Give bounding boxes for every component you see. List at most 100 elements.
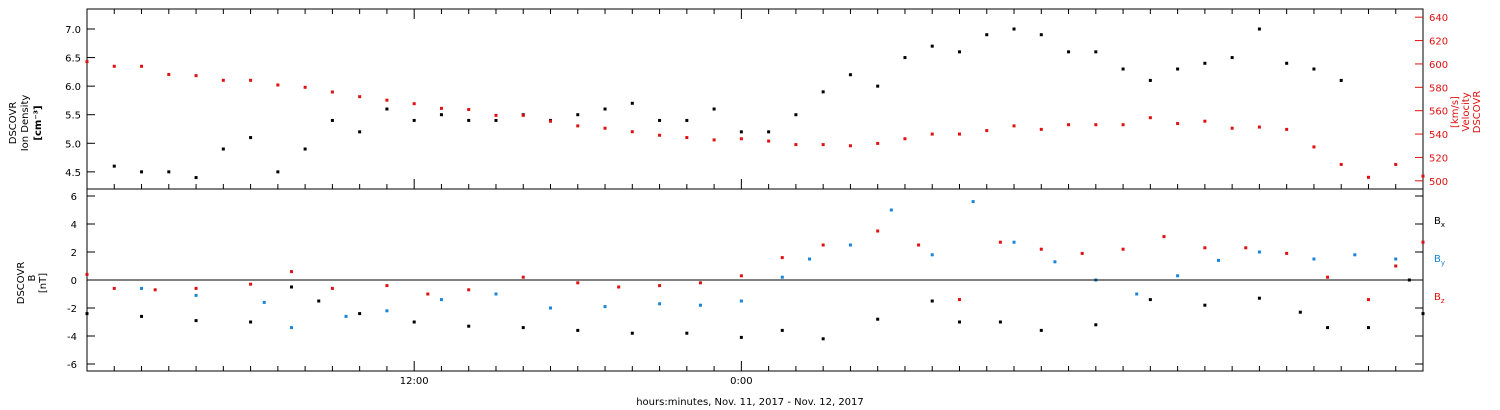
- top-left-tick-label: 6.5: [65, 54, 81, 65]
- bz-point: [617, 285, 621, 289]
- by-point: [1312, 257, 1316, 261]
- ion-density-point: [985, 33, 989, 37]
- top-right-ylabel-line-2: Velocity: [1461, 92, 1472, 131]
- bz-point: [1394, 264, 1398, 268]
- bz-point: [821, 243, 825, 247]
- top-right-tick-label: 560: [1429, 107, 1448, 118]
- top-left-tick-label: 5.0: [65, 139, 81, 150]
- velocity-point: [358, 95, 362, 99]
- by-point: [698, 303, 702, 307]
- velocity-point: [439, 106, 443, 110]
- bottom-tick-label: -6: [67, 360, 77, 371]
- velocity-point: [903, 137, 907, 141]
- ion-density-point: [249, 136, 253, 140]
- bx-point: [1298, 310, 1302, 314]
- bz-point: [698, 281, 702, 285]
- bx-point: [930, 299, 934, 303]
- bx-point: [358, 312, 362, 316]
- bz-point: [112, 286, 116, 290]
- bz-point: [249, 282, 253, 286]
- by-point: [494, 292, 498, 296]
- bottom-panel-ticks: 6 4 2 0 -2 -4 -6: [67, 192, 1423, 371]
- ion-density-point: [576, 113, 580, 117]
- by-point: [658, 302, 662, 306]
- ion-density-point: [712, 107, 716, 111]
- velocity-point: [521, 113, 525, 117]
- bx-point: [576, 328, 580, 332]
- by-point: [140, 286, 144, 290]
- top-right-tick-label: 620: [1429, 37, 1448, 48]
- ion-density-point: [1230, 56, 1234, 60]
- velocity-point: [276, 83, 280, 87]
- x-tick-label: 12:00: [400, 376, 429, 387]
- velocity-point: [1176, 122, 1180, 126]
- velocity-point: [576, 124, 580, 128]
- by-point: [344, 314, 348, 318]
- x-axis-title: hours:minutes, Nov. 11, 2017 - Nov. 12, …: [636, 397, 864, 408]
- velocity-point: [85, 60, 89, 64]
- ion-density-point: [439, 113, 443, 117]
- bz-point: [576, 281, 580, 285]
- velocity-point: [549, 119, 553, 123]
- bx-point: [194, 319, 198, 323]
- by-point: [1353, 253, 1357, 257]
- velocity-point: [112, 64, 116, 68]
- ion-density-point: [358, 130, 362, 134]
- velocity-point: [140, 64, 144, 68]
- ion-density-point: [658, 118, 662, 122]
- by-point: [930, 253, 934, 257]
- bz-point: [917, 243, 921, 247]
- top-ylabel-line-1: DSCOVR: [8, 102, 19, 145]
- ion-density-point: [930, 44, 934, 48]
- bottom-ylabel-line-2: B: [27, 274, 38, 281]
- x-axis-ticks: 12:00 0:00: [113, 9, 1424, 387]
- by-point: [385, 309, 389, 313]
- ion-density-point: [603, 107, 607, 111]
- velocity-point: [167, 72, 171, 76]
- by-point: [1012, 240, 1016, 244]
- bottom-ylabel-line-1: DSCOVR: [16, 262, 27, 305]
- velocity-point: [1012, 124, 1016, 128]
- bz-point: [330, 286, 334, 290]
- ion-density-point: [1203, 61, 1207, 65]
- bx-point: [412, 320, 416, 324]
- ion-density-point: [876, 84, 880, 88]
- by-point: [848, 243, 852, 247]
- bz-point: [289, 270, 293, 274]
- bx-point: [249, 320, 253, 324]
- velocity-point: [658, 133, 662, 137]
- top-left-tick-label: 6.0: [65, 82, 81, 93]
- bx-point: [739, 335, 743, 339]
- top-panel-ticks: 7.0 6.5 6.0 5.5 5.0 4.5 640 620 600 580 560 540 520 5…: [65, 13, 1448, 188]
- bottom-tick-label: -2: [67, 304, 77, 315]
- top-right-tick-label: 520: [1429, 153, 1448, 164]
- top-left-tick-label: 5.5: [65, 111, 81, 122]
- by-point: [1135, 292, 1139, 296]
- bz-point: [1162, 235, 1166, 239]
- bx-point: [685, 331, 689, 335]
- by-point: [739, 299, 743, 303]
- ion-density-point: [903, 56, 907, 60]
- bz-point: [739, 274, 743, 278]
- velocity-point: [494, 113, 498, 117]
- ion-density-point: [794, 113, 798, 117]
- velocity-point: [467, 108, 471, 112]
- by-point: [603, 305, 607, 309]
- velocity-point: [1203, 119, 1207, 123]
- ion-density-point: [685, 118, 689, 122]
- top-right-ylabel-line-3: [km/s]: [1450, 96, 1461, 128]
- bx-point: [998, 320, 1002, 324]
- ion-density-point: [739, 130, 743, 134]
- velocity-point: [1312, 145, 1316, 149]
- bx-point: [289, 285, 293, 289]
- velocity-point: [685, 136, 689, 140]
- top-right-tick-label: 500: [1429, 177, 1448, 188]
- velocity-point: [1121, 123, 1125, 127]
- by-point: [1053, 260, 1057, 264]
- bottom-tick-label: 4: [71, 220, 77, 231]
- velocity-point: [603, 126, 607, 130]
- velocity-point: [794, 143, 798, 147]
- velocity-point: [385, 98, 389, 102]
- bz-point: [780, 256, 784, 260]
